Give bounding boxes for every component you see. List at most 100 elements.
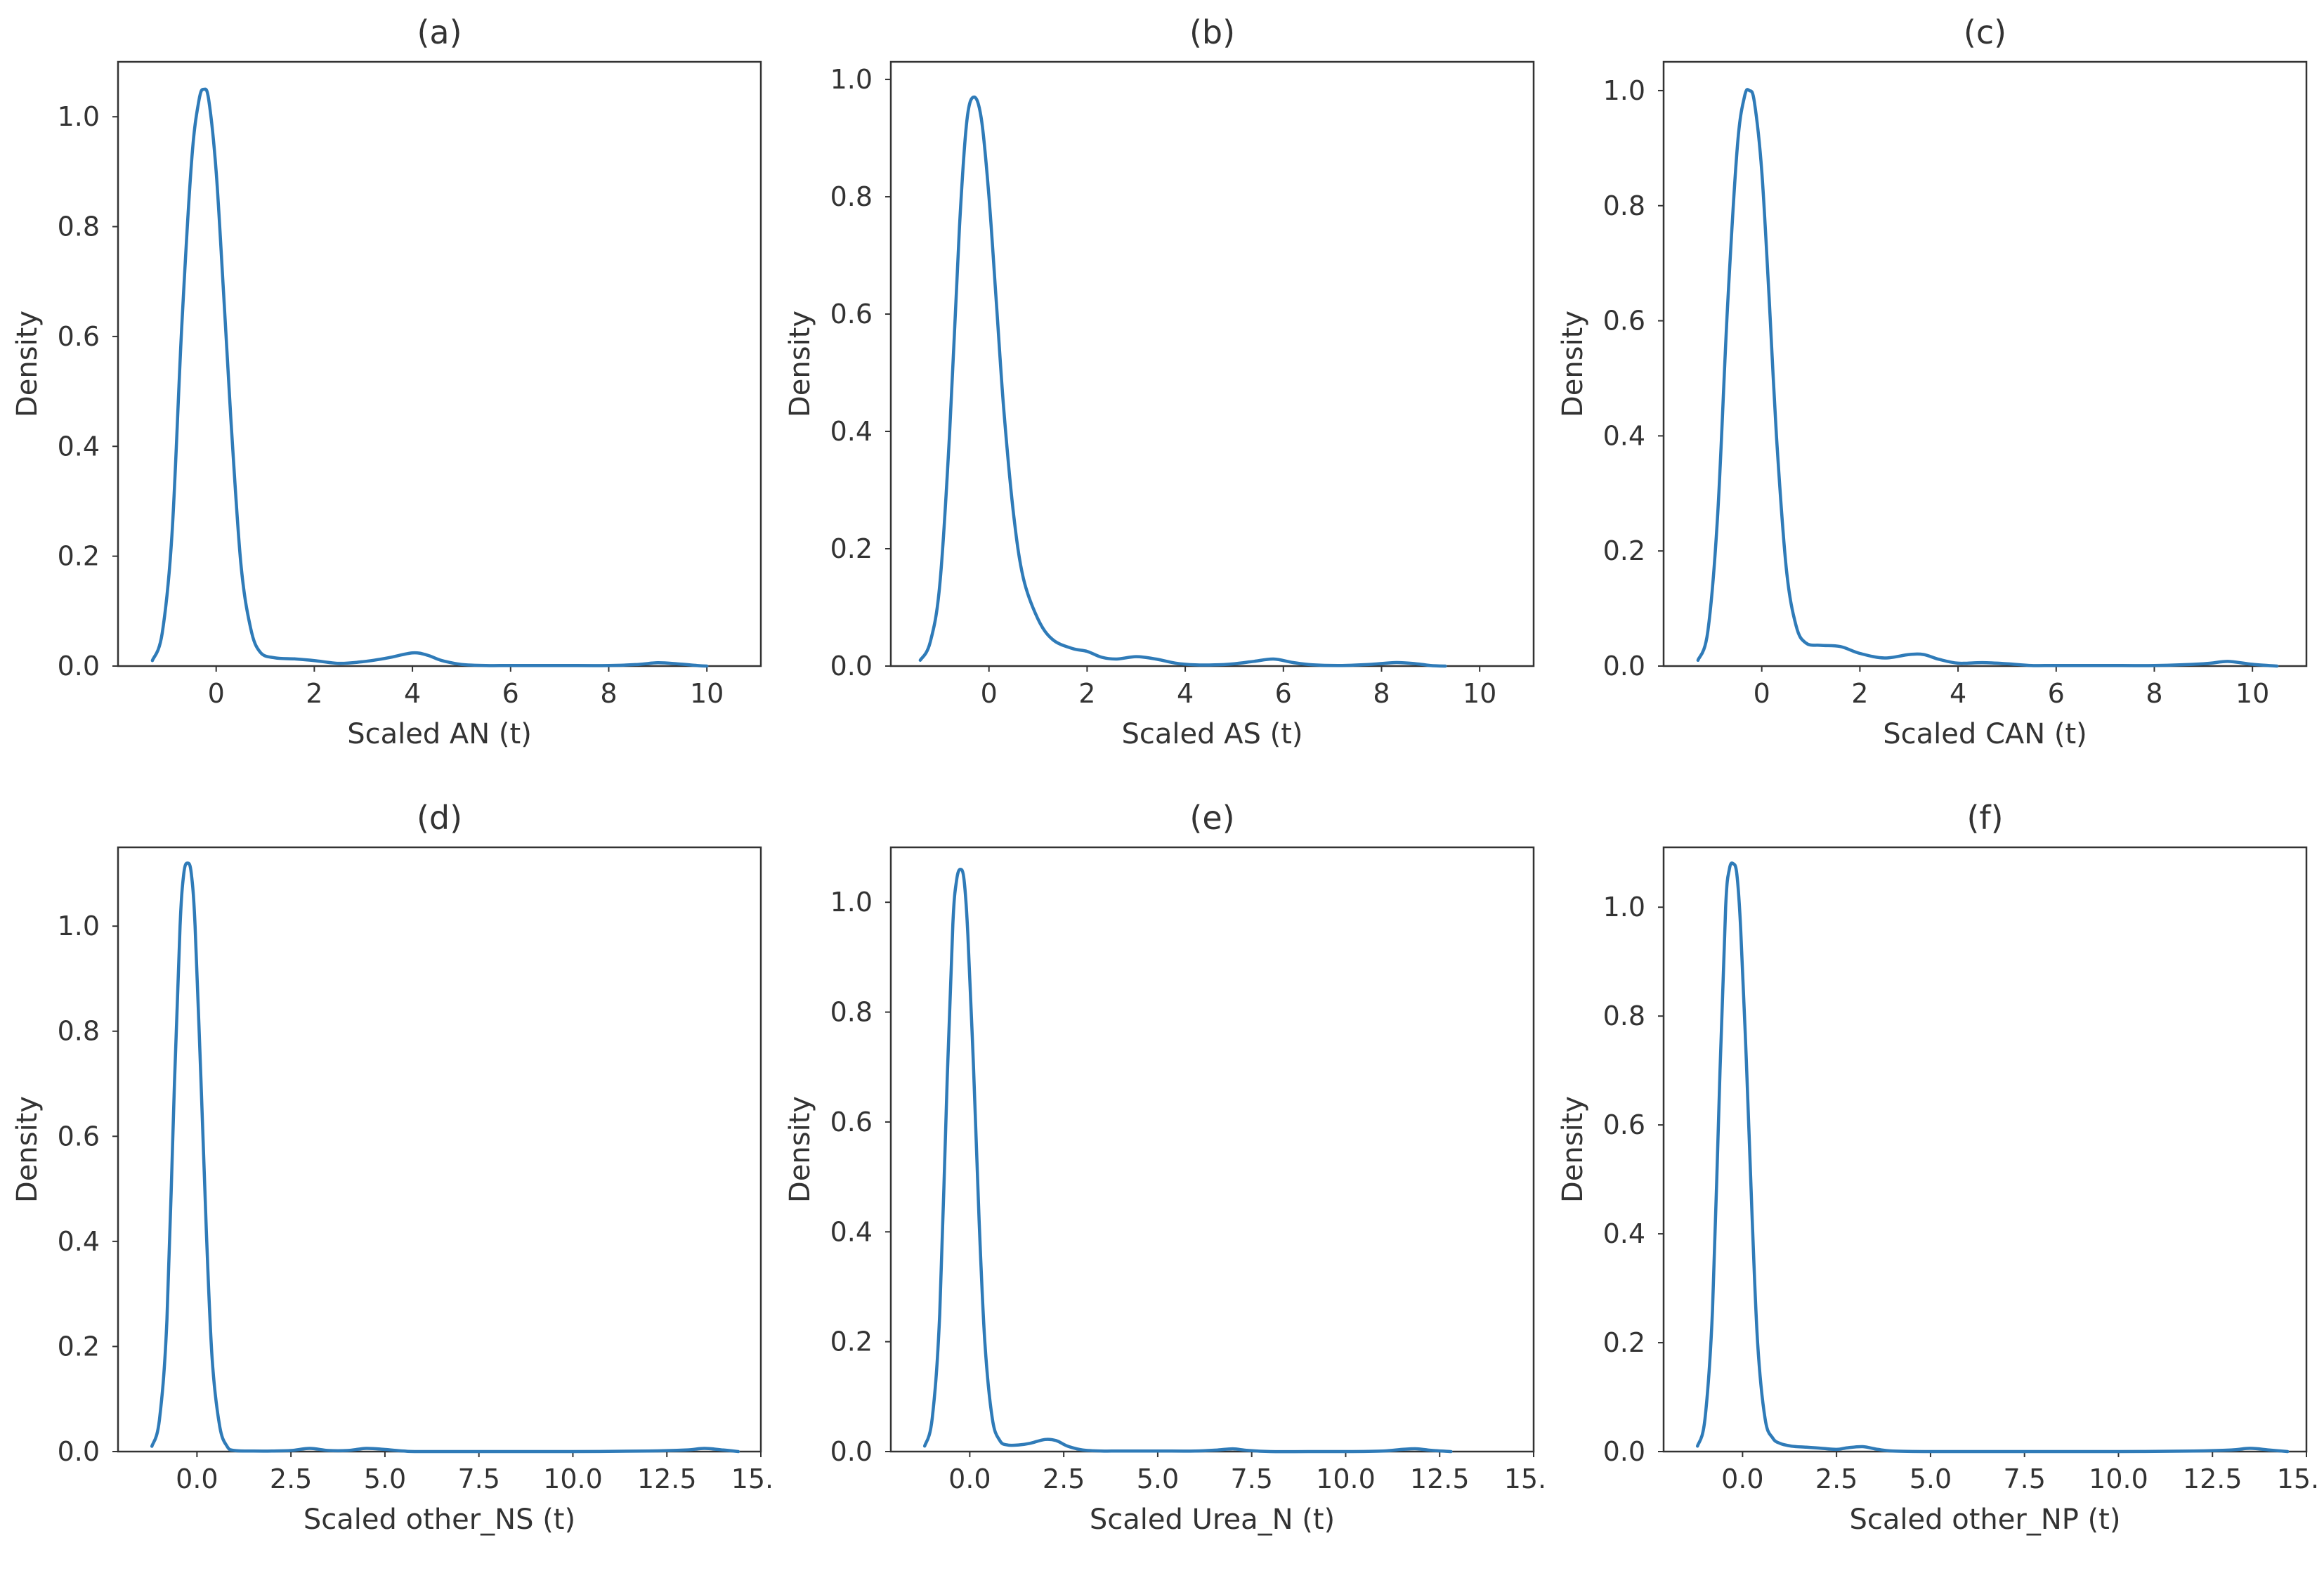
- x-tick-label: 10.0: [2089, 1464, 2148, 1494]
- chart-title: (e): [1189, 799, 1234, 837]
- x-axis-label: Scaled CAN (t): [1883, 718, 2087, 750]
- y-axis-label: Density: [784, 311, 816, 417]
- x-tick-label: 10.0: [543, 1464, 603, 1494]
- y-tick-label: 0.8: [830, 997, 873, 1028]
- x-axis-label: Scaled other_NP (t): [1850, 1504, 2121, 1536]
- chart-svg: (e) 0.0 2.5 5.0 7.5 10.0 12.5 15.0 0.0 0.2 0.4 0.6 0…: [784, 799, 1546, 1536]
- y-axis-label: Density: [11, 1096, 44, 1203]
- x-tick-label: 4: [1950, 678, 1966, 709]
- y-tick-label: 0.8: [830, 181, 873, 212]
- y-tick-label: 0.0: [830, 1436, 873, 1467]
- y-tick-label: 0.2: [1603, 1327, 1645, 1358]
- x-tick-label: 10: [2235, 678, 2269, 709]
- y-tick-label: 0.4: [1603, 420, 1645, 451]
- density-curve: [150, 87, 709, 668]
- chart-panel-4: (e) 0.0 2.5 5.0 7.5 10.0 12.5 15.0 0.0 0.2 0.4 0.6 0…: [773, 786, 1546, 1571]
- density-curve: [1696, 88, 2279, 668]
- chart-panel-2: (c) 0 2 4 6 8 10 0.0 0.2 0.4 0.6 0.8 1.0 Scaled CAN (…: [1546, 0, 2318, 786]
- x-tick-label: 8: [1373, 678, 1390, 709]
- y-tick-label: 0.0: [58, 651, 100, 682]
- x-tick-label: 4: [1177, 678, 1194, 709]
- y-tick-label: 0.0: [58, 1436, 100, 1467]
- x-axis-label: Scaled AS (t): [1121, 718, 1303, 750]
- x-tick-label: 8: [2146, 678, 2162, 709]
- y-tick-label: 0.6: [1603, 1109, 1645, 1140]
- chart-svg: (a) 0 2 4 6 8 10 0.0 0.2 0.4 0.6 0.8 1.0 Scaled AN (t…: [11, 13, 762, 750]
- plot-frame: [117, 60, 762, 667]
- x-tick-label: 12.5: [637, 1464, 697, 1494]
- y-tick-label: 0.0: [1603, 1436, 1645, 1467]
- chart-svg: (f) 0.0 2.5 5.0 7.5 10.0 12.5 15.0 0.0 0.2 0.4 0.6 0…: [1557, 799, 2318, 1536]
- y-tick-label: 1.0: [58, 101, 100, 132]
- x-tick-label: 7.5: [1230, 1464, 1272, 1494]
- chart-svg: (d) 0.0 2.5 5.0 7.5 10.0 12.5 15.0 0.0 0.2 0.4 0.6 0…: [11, 799, 773, 1536]
- chart-title: (c): [1964, 13, 2006, 51]
- density-curve: [1695, 861, 2290, 1454]
- chart-svg: (b) 0 2 4 6 8 10 0.0 0.2 0.4 0.6 0.8 1.0 Scaled AS (t…: [784, 13, 1535, 750]
- x-tick-label: 2: [1078, 678, 1095, 709]
- density-curve: [922, 868, 1453, 1454]
- x-tick-label: 8: [600, 678, 617, 709]
- y-tick-label: 0.6: [830, 1107, 873, 1137]
- x-tick-label: 15.0: [731, 1464, 773, 1494]
- y-tick-label: 0.0: [1603, 651, 1645, 682]
- x-tick-label: 2: [306, 678, 322, 709]
- x-tick-label: 2: [1851, 678, 1868, 709]
- y-tick-label: 0.2: [58, 541, 100, 572]
- y-tick-label: 1.0: [830, 887, 873, 918]
- x-tick-label: 15.0: [2277, 1464, 2318, 1494]
- chart-title: (f): [1966, 799, 2003, 837]
- x-tick-label: 12.5: [2183, 1464, 2243, 1494]
- plot-frame: [1662, 60, 2308, 667]
- y-tick-label: 0.4: [830, 416, 873, 447]
- y-tick-label: 0.8: [58, 1016, 100, 1047]
- x-tick-label: 10: [1463, 678, 1496, 709]
- chart-panel-3: (d) 0.0 2.5 5.0 7.5 10.0 12.5 15.0 0.0 0.2 0.4 0.6 0…: [0, 786, 773, 1571]
- y-tick-label: 0.6: [830, 299, 873, 330]
- x-tick-label: 10.0: [1316, 1464, 1376, 1494]
- chart-panel-1: (b) 0 2 4 6 8 10 0.0 0.2 0.4 0.6 0.8 1.0 Scaled AS (t…: [773, 0, 1546, 786]
- x-tick-label: 5.0: [1137, 1464, 1179, 1494]
- y-tick-label: 0.4: [1603, 1218, 1645, 1249]
- y-tick-label: 1.0: [1603, 892, 1645, 923]
- chart-panel-5: (f) 0.0 2.5 5.0 7.5 10.0 12.5 15.0 0.0 0.2 0.4 0.6 0…: [1546, 786, 2318, 1571]
- y-tick-label: 0.6: [58, 1121, 100, 1152]
- x-tick-label: 4: [404, 678, 421, 709]
- plot-frame: [117, 846, 762, 1453]
- x-tick-label: 2.5: [270, 1464, 312, 1494]
- x-tick-label: 0: [208, 678, 225, 709]
- y-tick-label: 0.4: [830, 1216, 873, 1247]
- y-axis-label: Density: [11, 311, 44, 417]
- y-tick-label: 0.4: [58, 431, 100, 462]
- x-tick-label: 6: [2048, 678, 2065, 709]
- y-axis-label: Density: [1557, 1096, 1589, 1203]
- chart-title: (b): [1189, 13, 1235, 51]
- y-axis-label: Density: [1557, 311, 1589, 417]
- x-tick-label: 0.0: [1721, 1464, 1763, 1494]
- y-axis-label: Density: [784, 1096, 816, 1203]
- chart-title: (d): [417, 799, 462, 837]
- x-tick-label: 5.0: [364, 1464, 406, 1494]
- y-tick-label: 0.2: [1603, 535, 1645, 566]
- density-curve: [150, 861, 740, 1454]
- x-tick-label: 0: [981, 678, 998, 709]
- y-tick-label: 1.0: [1603, 75, 1645, 106]
- x-tick-label: 15.0: [1504, 1464, 1546, 1494]
- y-tick-label: 0.0: [830, 651, 873, 682]
- chart-svg: (c) 0 2 4 6 8 10 0.0 0.2 0.4 0.6 0.8 1.0 Scaled CAN (…: [1557, 13, 2308, 750]
- x-tick-label: 0.0: [176, 1464, 218, 1494]
- y-tick-label: 0.8: [1603, 1000, 1645, 1031]
- x-tick-label: 5.0: [1910, 1464, 1952, 1494]
- x-tick-label: 6: [502, 678, 519, 709]
- x-tick-label: 7.5: [457, 1464, 500, 1494]
- y-tick-label: 1.0: [58, 911, 100, 941]
- y-tick-label: 0.6: [58, 321, 100, 352]
- y-tick-label: 0.6: [1603, 306, 1645, 337]
- y-tick-label: 1.0: [830, 64, 873, 95]
- x-tick-label: 10: [690, 678, 724, 709]
- x-axis-label: Scaled other_NS (t): [303, 1504, 575, 1536]
- x-tick-label: 2.5: [1815, 1464, 1858, 1494]
- y-tick-label: 0.2: [830, 1326, 873, 1357]
- y-tick-label: 0.2: [58, 1331, 100, 1362]
